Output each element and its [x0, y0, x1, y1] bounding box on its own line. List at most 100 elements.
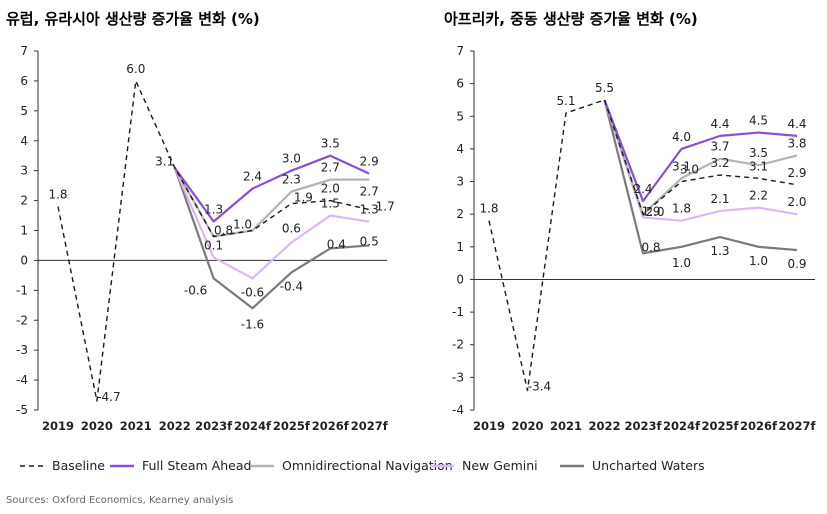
data-label-uncharted-waters: 0.4 — [327, 237, 346, 251]
data-label-omnidirectional-navigation: 2.7 — [321, 161, 340, 175]
series-line-baseline — [57, 80, 370, 402]
data-label-new-gemini: 1.8 — [672, 202, 691, 216]
y-tick-label: 5 — [20, 104, 28, 118]
data-label-full-steam-ahead: 4.4 — [710, 117, 729, 131]
data-label-full-steam-ahead: 4.4 — [787, 117, 806, 131]
x-tick-label: 2019 — [42, 419, 74, 433]
data-label-baseline: 1.0 — [233, 218, 252, 232]
x-tick-label: 2021 — [550, 419, 582, 433]
data-label-baseline: 3.1 — [155, 155, 174, 169]
y-tick-label: 7 — [456, 44, 464, 58]
data-label-baseline: 0.8 — [214, 223, 233, 237]
data-label-full-steam-ahead: 4.0 — [672, 130, 691, 144]
x-tick-label: 2022 — [588, 419, 620, 433]
legend-label-baseline: Baseline — [52, 458, 105, 473]
y-tick-label: -1 — [16, 283, 28, 297]
y-tick-label: 5 — [456, 109, 464, 123]
data-label-baseline: 3.1 — [749, 159, 768, 173]
data-label-omnidirectional-navigation: 2.7 — [360, 185, 379, 199]
y-tick-label: 1 — [20, 224, 28, 238]
data-label-uncharted-waters: 1.3 — [710, 244, 729, 258]
data-label-omnidirectional-navigation: 2.3 — [282, 173, 301, 187]
x-tick-label: 2025f — [273, 419, 311, 433]
data-label-uncharted-waters: 1.0 — [672, 256, 691, 270]
x-tick-label: 2021 — [120, 419, 152, 433]
x-tick-label: 2026f — [312, 419, 350, 433]
x-tick-label: 2023f — [195, 419, 233, 433]
x-tick-label: 2024f — [663, 419, 701, 433]
y-tick-label: 6 — [20, 74, 28, 88]
x-tick-label: 2027f — [778, 419, 816, 433]
data-label-new-gemini: 1.3 — [360, 203, 379, 217]
chart-title-europe: 유럽, 유라시아 생산량 증가율 변화 (%) — [6, 10, 260, 28]
data-label-full-steam-ahead: 2.4 — [633, 182, 652, 196]
x-tick-label: 2022 — [159, 419, 191, 433]
data-label-baseline: -4.7 — [97, 390, 120, 404]
y-tick-label: -5 — [16, 403, 28, 417]
legend-label-full-steam-ahead: Full Steam Ahead — [142, 458, 251, 473]
data-label-new-gemini: 0.6 — [282, 221, 301, 235]
data-label-uncharted-waters: 1.0 — [749, 254, 768, 268]
data-label-uncharted-waters: 0.9 — [787, 257, 806, 271]
legend-label-uncharted-waters: Uncharted Waters — [592, 458, 705, 473]
data-label-uncharted-waters: 0.5 — [360, 234, 379, 248]
data-label-full-steam-ahead: 2.9 — [360, 155, 379, 169]
y-tick-label: 1 — [456, 240, 464, 254]
data-label-baseline: 1.7 — [376, 200, 395, 214]
series-line-baseline — [488, 99, 798, 392]
data-label-baseline: -3.4 — [528, 379, 551, 393]
y-tick-label: 4 — [20, 134, 28, 148]
data-label-new-gemini: 2.2 — [749, 189, 768, 203]
data-label-uncharted-waters: -1.6 — [241, 317, 264, 331]
data-label-uncharted-waters: -0.4 — [280, 279, 303, 293]
x-tick-label: 2019 — [473, 419, 505, 433]
y-tick-label: -3 — [16, 343, 28, 357]
x-tick-label: 2023f — [624, 419, 662, 433]
y-tick-label: 2 — [456, 207, 464, 221]
series-line-omnidirectional-navigation — [173, 167, 370, 238]
series-line-new-gemini — [603, 99, 798, 222]
x-tick-label: 2020 — [511, 419, 543, 433]
x-tick-label: 2024f — [234, 419, 272, 433]
data-label-baseline: 5.5 — [595, 81, 614, 95]
data-label-baseline: 3.0 — [680, 163, 699, 177]
x-tick-label: 2026f — [740, 419, 778, 433]
data-label-new-gemini: 2.1 — [710, 192, 729, 206]
source-note: Sources: Oxford Economics, Kearney analy… — [6, 495, 233, 506]
data-label-omnidirectional-navigation: 3.7 — [710, 140, 729, 154]
data-label-full-steam-ahead: 2.4 — [243, 170, 262, 184]
series-line-uncharted-waters — [603, 99, 798, 255]
y-tick-label: 0 — [20, 253, 28, 267]
series-line-new-gemini — [173, 167, 370, 280]
x-tick-label: 2020 — [81, 419, 113, 433]
y-tick-label: -4 — [16, 373, 28, 387]
data-label-baseline: 2.0 — [321, 182, 340, 196]
legend-label-new-gemini: New Gemini — [462, 458, 538, 473]
data-label-omnidirectional-navigation: 3.5 — [749, 146, 768, 160]
y-tick-label: 3 — [20, 164, 28, 178]
data-label-full-steam-ahead: 3.5 — [321, 137, 340, 151]
series-line-omnidirectional-navigation — [603, 99, 798, 216]
y-tick-label: 0 — [456, 272, 464, 286]
y-tick-label: -2 — [16, 313, 28, 327]
data-label-new-gemini: 1.5 — [321, 197, 340, 211]
data-label-new-gemini: 1.9 — [641, 204, 660, 218]
data-label-uncharted-waters: -0.6 — [184, 283, 207, 297]
y-tick-label: 2 — [20, 194, 28, 208]
data-label-omnidirectional-navigation: 3.1 — [672, 159, 691, 173]
data-label-omnidirectional-navigation: 3.8 — [787, 136, 806, 150]
y-tick-label: 6 — [456, 77, 464, 91]
data-label-full-steam-ahead: 3.0 — [282, 152, 301, 166]
series-line-uncharted-waters — [173, 167, 370, 310]
data-label-baseline: 5.1 — [556, 94, 575, 108]
legend-label-omnidirectional-navigation: Omnidirectional Navigation — [282, 458, 453, 473]
series-line-full-steam-ahead — [603, 99, 798, 203]
data-label-new-gemini: -0.6 — [241, 285, 264, 299]
data-label-uncharted-waters: 0.8 — [641, 240, 660, 254]
data-label-baseline: 6.0 — [126, 62, 145, 76]
data-label-baseline: 1.8 — [48, 188, 67, 202]
data-label-baseline: 1.8 — [479, 202, 498, 216]
